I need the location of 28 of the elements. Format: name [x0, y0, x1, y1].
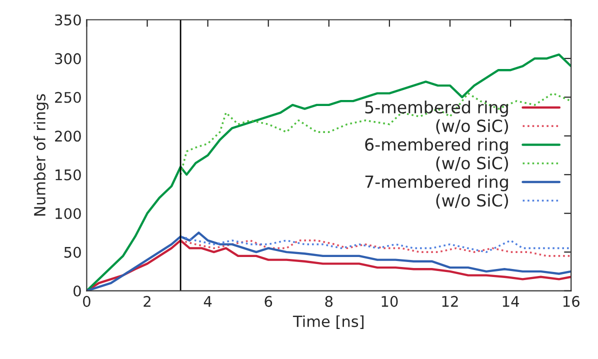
x-tick-label: 2 — [144, 296, 150, 307]
x-tick-label: 6 — [264, 296, 272, 307]
y-tick-label: 300 — [55, 53, 81, 64]
line-series — [180, 236, 572, 253]
line-series — [180, 92, 572, 176]
y-tick-label: 50 — [64, 246, 81, 258]
x-axis-title: Time [ns] — [292, 315, 364, 329]
y-tick-label: 350 — [55, 14, 81, 26]
x-tick-label: 4 — [204, 296, 212, 307]
y-tick-label: 100 — [56, 208, 81, 220]
y-tick-label: 0 — [74, 286, 81, 297]
legend-label: (w/o SiC) — [436, 194, 508, 209]
y-tick-label: 250 — [55, 92, 81, 103]
x-tick-label: 8 — [325, 296, 333, 307]
x-tick-label: 16 — [563, 296, 580, 307]
legend-label: 7-membered ring — [365, 175, 508, 192]
line-series — [180, 240, 572, 257]
x-tick-label: 0 — [83, 296, 90, 307]
x-tick-label: 12 — [442, 296, 458, 307]
legend-label: 6-membered ring — [365, 138, 508, 154]
legend-label: 5-membered ring — [365, 100, 508, 117]
y-tick-label: 200 — [55, 130, 81, 142]
x-tick-label: 10 — [382, 296, 398, 307]
legend-label: (w/o SiC) — [436, 119, 508, 134]
x-tick-label: 14 — [502, 296, 520, 307]
y-tick-label: 150 — [56, 169, 81, 180]
y-axis-title: Number of rings — [34, 94, 48, 216]
legend-label: (w/o SiC) — [436, 156, 508, 172]
